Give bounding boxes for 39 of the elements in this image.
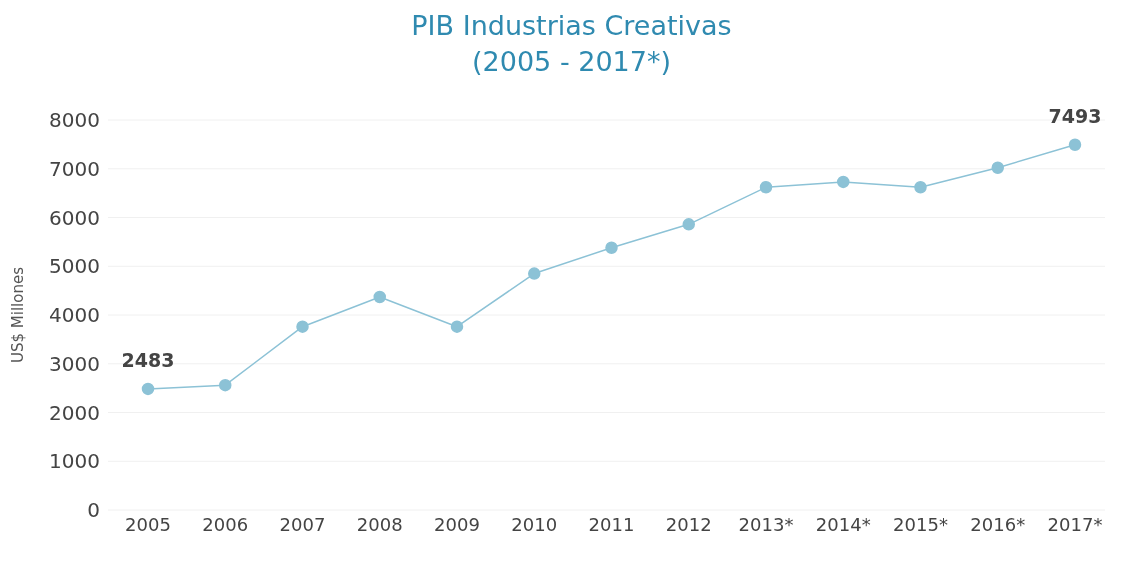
x-tick-label: 2013* xyxy=(738,513,794,535)
y-tick-label: 3000 xyxy=(49,351,100,376)
point xyxy=(528,267,541,280)
y-tick-label: 8000 xyxy=(49,108,100,133)
point xyxy=(1068,138,1082,151)
y-tick-label: 2000 xyxy=(49,400,100,425)
data-label: 7493 xyxy=(1048,104,1102,127)
x-tick-label: 2010 xyxy=(511,513,558,535)
x-tick-label: 2011 xyxy=(588,513,635,535)
y-tick-label: 6000 xyxy=(49,205,100,230)
x-tick-label: 2016* xyxy=(970,513,1026,535)
point xyxy=(991,161,1004,175)
y-tick-label: 7000 xyxy=(49,156,100,181)
x-tick-label: 2008 xyxy=(356,513,403,535)
point xyxy=(837,175,850,189)
x-tick-label: 2006 xyxy=(202,513,249,535)
point xyxy=(141,382,155,396)
point xyxy=(296,320,309,333)
x-tick-label: 2009 xyxy=(434,513,480,535)
x-tick-label: 2007 xyxy=(279,513,326,535)
x-tick-label: 2012 xyxy=(665,513,712,535)
y-tick-label: 1000 xyxy=(49,449,100,474)
y-tick-label: 0 xyxy=(87,498,100,523)
point xyxy=(605,241,618,254)
point xyxy=(450,320,464,333)
y-tick-label: 4000 xyxy=(49,303,100,328)
x-tick-label: 2005 xyxy=(125,513,171,535)
point xyxy=(914,181,927,194)
x-tick-label: 2015* xyxy=(893,513,948,535)
point xyxy=(759,181,773,194)
data-label: 2483 xyxy=(121,348,175,371)
y-tick-label: 5000 xyxy=(49,254,100,279)
y-axis-title: US$ Millones xyxy=(9,266,28,363)
chart-title: PIB Industrias Creativas (2005 - 2017*) xyxy=(410,9,733,79)
point xyxy=(373,290,386,304)
x-tick-label: 2017* xyxy=(1047,513,1103,535)
x-tick-label: 2014* xyxy=(815,513,871,535)
point xyxy=(219,378,232,392)
point xyxy=(682,218,695,231)
